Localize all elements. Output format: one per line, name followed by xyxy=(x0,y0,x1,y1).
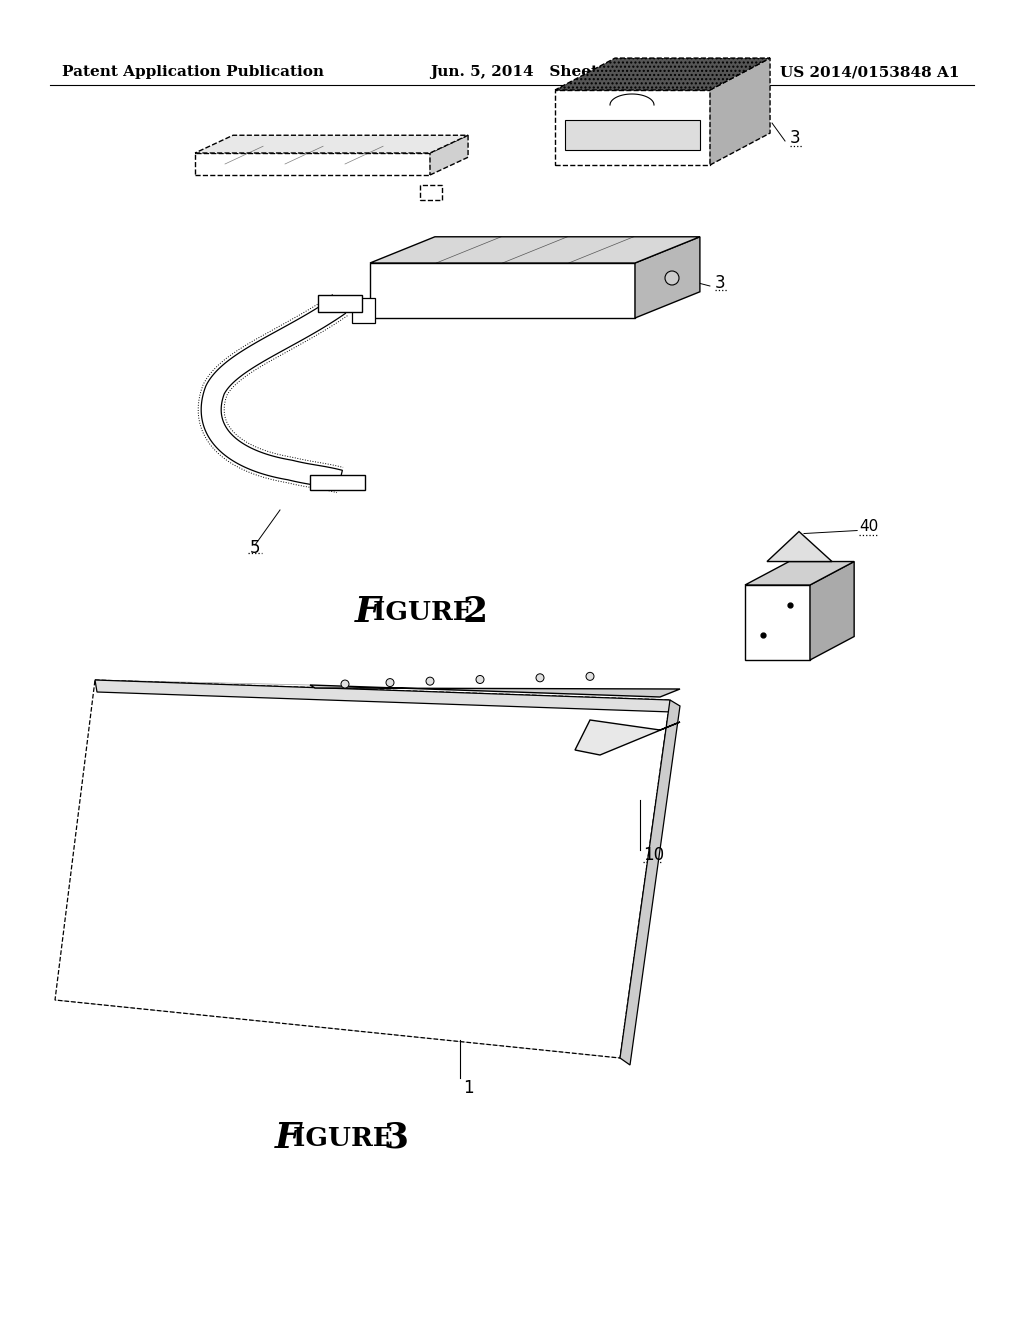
Text: 40: 40 xyxy=(859,519,879,535)
Circle shape xyxy=(665,271,679,285)
Polygon shape xyxy=(810,561,854,660)
Circle shape xyxy=(341,680,349,688)
Circle shape xyxy=(426,677,434,685)
Text: 2: 2 xyxy=(463,595,488,630)
Polygon shape xyxy=(635,236,699,318)
Circle shape xyxy=(476,676,484,684)
Polygon shape xyxy=(555,58,770,90)
Text: Jun. 5, 2014   Sheet 2 of 7: Jun. 5, 2014 Sheet 2 of 7 xyxy=(430,65,651,79)
Polygon shape xyxy=(352,298,375,323)
Polygon shape xyxy=(370,236,699,263)
Text: US 2014/0153848 A1: US 2014/0153848 A1 xyxy=(780,65,961,79)
Text: Patent Application Publication: Patent Application Publication xyxy=(62,65,324,79)
Polygon shape xyxy=(95,680,672,711)
Text: 10: 10 xyxy=(643,846,665,865)
Polygon shape xyxy=(745,585,810,660)
Polygon shape xyxy=(195,135,468,153)
Circle shape xyxy=(536,673,544,682)
Text: 3: 3 xyxy=(383,1121,409,1155)
Polygon shape xyxy=(201,297,346,490)
Polygon shape xyxy=(310,685,680,697)
Polygon shape xyxy=(370,263,635,318)
Polygon shape xyxy=(430,135,468,176)
Text: F: F xyxy=(355,595,381,630)
Circle shape xyxy=(586,672,594,680)
Text: 1: 1 xyxy=(463,1078,474,1097)
Polygon shape xyxy=(55,680,670,1059)
Polygon shape xyxy=(620,700,680,1065)
Text: 5: 5 xyxy=(250,539,260,557)
Polygon shape xyxy=(565,120,700,150)
Polygon shape xyxy=(310,475,365,490)
Polygon shape xyxy=(555,90,710,165)
Circle shape xyxy=(386,678,394,686)
Text: F: F xyxy=(275,1121,301,1155)
Polygon shape xyxy=(318,294,362,312)
Polygon shape xyxy=(420,185,442,201)
Text: 3: 3 xyxy=(715,275,726,292)
Text: IGURE: IGURE xyxy=(373,599,482,624)
Polygon shape xyxy=(745,561,854,585)
Polygon shape xyxy=(710,58,770,165)
Polygon shape xyxy=(767,532,831,561)
Polygon shape xyxy=(575,719,680,755)
Text: 3: 3 xyxy=(791,129,801,147)
Polygon shape xyxy=(195,153,430,176)
Text: IGURE: IGURE xyxy=(293,1126,402,1151)
